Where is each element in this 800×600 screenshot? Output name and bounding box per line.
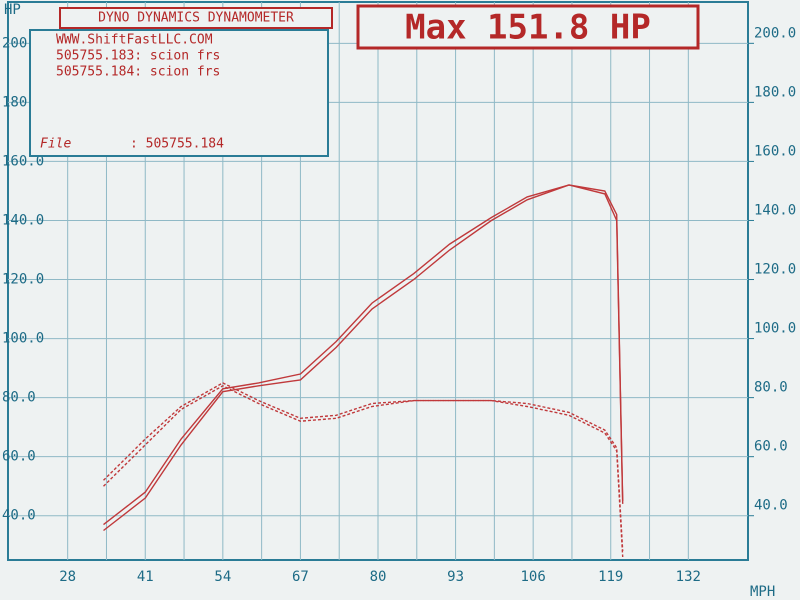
- y-tick-label: 120.0: [2, 272, 44, 288]
- torque-line: [103, 385, 624, 558]
- y-tick-label: 60.0: [2, 449, 36, 465]
- y-axis-label: HP: [4, 2, 21, 18]
- power-line: [103, 184, 624, 532]
- header-box: [59, 7, 333, 29]
- y-tick-label: 80.0: [2, 390, 36, 406]
- x-tick-label: 106: [521, 569, 546, 585]
- y-tick-label: 140.0: [2, 212, 44, 228]
- torque-line: [103, 382, 624, 552]
- x-tick-label: 41: [137, 569, 154, 585]
- y2-tick-label: 120.0: [754, 262, 796, 278]
- y2-tick-label: 140.0: [754, 202, 796, 218]
- info-line: 505755.183: scion frs: [56, 49, 220, 64]
- max-box: [356, 4, 700, 50]
- y-tick-label: 160.0: [2, 153, 44, 169]
- info-line: WWW.ShiftFastLLC.COM: [56, 33, 213, 48]
- y2-tick-label: 200.0: [754, 25, 796, 41]
- y-tick-label: 100.0: [2, 331, 44, 347]
- info-box: [29, 29, 329, 157]
- x-tick-label: 93: [447, 569, 464, 585]
- x-axis-label: MPH: [750, 584, 775, 600]
- x-tick-label: 28: [59, 569, 76, 585]
- file-value: : 505755.184: [130, 137, 224, 152]
- y2-tick-label: 180.0: [754, 84, 796, 100]
- x-tick-label: 119: [598, 569, 623, 585]
- power-line: [103, 184, 624, 526]
- y2-tick-label: 100.0: [754, 321, 796, 337]
- header: DYNO DYNAMICS DYNAMOMETER: [98, 11, 294, 26]
- y2-tick-label: 60.0: [754, 439, 788, 455]
- x-tick-label: 54: [214, 569, 231, 585]
- x-tick-label: 80: [370, 569, 387, 585]
- y-tick-label: 40.0: [2, 508, 36, 524]
- y2-tick-label: 80.0: [754, 380, 788, 396]
- x-tick-label: 132: [676, 569, 701, 585]
- chart-title: Max 151.8 HP: [405, 8, 651, 48]
- y2-tick-label: 40.0: [754, 498, 788, 514]
- info-line: 505755.184: scion frs: [56, 65, 220, 80]
- x-tick-label: 67: [292, 569, 309, 585]
- y2-tick-label: 160.0: [754, 143, 796, 159]
- file-label: File: [40, 137, 71, 152]
